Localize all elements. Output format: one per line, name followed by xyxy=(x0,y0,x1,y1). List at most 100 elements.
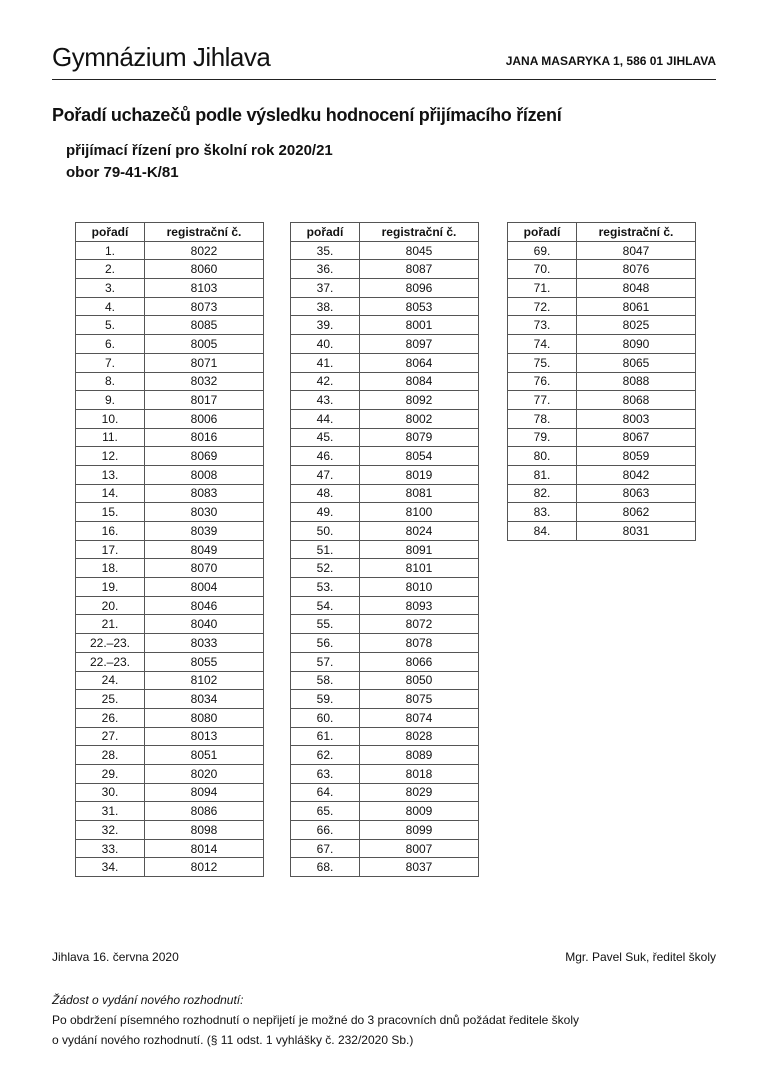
rank-cell: 35. xyxy=(290,240,360,261)
table-row: 22.–23. 8033 xyxy=(75,633,264,653)
table-row: 50. 8024 xyxy=(290,521,479,541)
registration-cell: 8025 xyxy=(576,315,696,336)
table-row: 27. 8013 xyxy=(75,726,264,747)
table-header: pořadí registrační č. xyxy=(75,222,264,242)
registration-cell: 8061 xyxy=(576,296,696,317)
table-row: 15. 8030 xyxy=(75,502,264,522)
registration-cell: 8054 xyxy=(359,446,479,466)
rank-cell: 48. xyxy=(290,483,360,504)
column-header: pořadí xyxy=(75,222,145,242)
registration-cell: 8094 xyxy=(144,782,264,803)
registration-cell: 8097 xyxy=(359,334,479,354)
table-row: 63. 8018 xyxy=(290,763,479,784)
subtitle: přijímací řízení pro školní rok 2020/21 o… xyxy=(66,140,333,184)
table-row: 82. 8063 xyxy=(507,483,696,504)
table-header: pořadí registrační č. xyxy=(507,222,696,242)
rank-cell: 58. xyxy=(290,670,360,691)
table-row: 35. 8045 xyxy=(290,240,479,261)
table-row: 79. 8067 xyxy=(507,427,696,448)
rank-cell: 10. xyxy=(75,408,145,429)
registration-cell: 8059 xyxy=(576,446,696,466)
registration-cell: 8005 xyxy=(144,334,264,354)
table-row: 54. 8093 xyxy=(290,595,479,616)
registration-cell: 8006 xyxy=(144,408,264,429)
rank-cell: 68. xyxy=(290,857,360,878)
registration-cell: 8030 xyxy=(144,502,264,522)
table-row: 6. 8005 xyxy=(75,334,264,354)
registration-cell: 8001 xyxy=(359,315,479,336)
signature: Mgr. Pavel Suk, ředitel školy xyxy=(565,950,716,964)
rank-cell: 62. xyxy=(290,745,360,765)
table-row: 12. 8069 xyxy=(75,446,264,466)
table-row: 2. 8060 xyxy=(75,259,264,280)
table-row: 38. 8053 xyxy=(290,296,479,317)
registration-cell: 8078 xyxy=(359,633,479,653)
registration-cell: 8091 xyxy=(359,539,479,560)
table-row: 39. 8001 xyxy=(290,315,479,336)
rank-cell: 65. xyxy=(290,801,360,821)
rank-cell: 60. xyxy=(290,707,360,728)
rank-cell: 29. xyxy=(75,763,145,784)
rank-cell: 56. xyxy=(290,633,360,653)
rank-cell: 44. xyxy=(290,408,360,429)
rank-cell: 53. xyxy=(290,577,360,597)
rank-cell: 51. xyxy=(290,539,360,560)
rank-cell: 74. xyxy=(507,334,577,354)
table-row: 78. 8003 xyxy=(507,408,696,429)
registration-cell: 8065 xyxy=(576,352,696,373)
registration-cell: 8085 xyxy=(144,315,264,336)
registration-cell: 8079 xyxy=(359,427,479,448)
registration-cell: 8031 xyxy=(576,521,696,541)
table-row: 64. 8029 xyxy=(290,782,479,803)
table-row: 48. 8081 xyxy=(290,483,479,504)
table-row: 61. 8028 xyxy=(290,726,479,747)
registration-cell: 8090 xyxy=(576,334,696,354)
table-row: 70. 8076 xyxy=(507,259,696,280)
registration-cell: 8063 xyxy=(576,483,696,504)
registration-cell: 8020 xyxy=(144,763,264,784)
table-row: 55. 8072 xyxy=(290,614,479,635)
registration-cell: 8010 xyxy=(359,577,479,597)
column-header: pořadí xyxy=(507,222,577,242)
registration-cell: 8093 xyxy=(359,595,479,616)
rank-cell: 1. xyxy=(75,240,145,261)
registration-cell: 8071 xyxy=(144,352,264,373)
rank-cell: 14. xyxy=(75,483,145,504)
note: Žádost o vydání nového rozhodnutí: Po obd… xyxy=(52,990,579,1050)
rank-cell: 11. xyxy=(75,427,145,448)
table-row: 10. 8006 xyxy=(75,408,264,429)
table-row: 20. 8046 xyxy=(75,595,264,616)
rank-cell: 75. xyxy=(507,352,577,373)
registration-cell: 8076 xyxy=(576,259,696,280)
registration-cell: 8012 xyxy=(144,857,264,878)
registration-cell: 8087 xyxy=(359,259,479,280)
table-row: 41. 8064 xyxy=(290,352,479,373)
table-row: 60. 8074 xyxy=(290,707,479,728)
registration-cell: 8081 xyxy=(359,483,479,504)
registration-cell: 8050 xyxy=(359,670,479,691)
rank-cell: 33. xyxy=(75,838,145,859)
rank-cell: 61. xyxy=(290,726,360,747)
registration-cell: 8068 xyxy=(576,390,696,410)
table-header: pořadí registrační č. xyxy=(290,222,479,242)
table-row: 84. 8031 xyxy=(507,521,696,541)
rank-cell: 24. xyxy=(75,670,145,691)
registration-cell: 8098 xyxy=(144,820,264,840)
school-name: Gymnázium Jihlava xyxy=(52,42,271,72)
table-row: 72. 8061 xyxy=(507,296,696,317)
table-row: 34. 8012 xyxy=(75,857,264,878)
table-row: 56. 8078 xyxy=(290,633,479,653)
registration-cell: 8047 xyxy=(576,240,696,261)
subtitle-field: obor 79-41-K/81 xyxy=(66,164,179,181)
table-row: 53. 8010 xyxy=(290,577,479,597)
registration-cell: 8103 xyxy=(144,278,264,298)
registration-cell: 8045 xyxy=(359,240,479,261)
column-header: registrační č. xyxy=(576,222,696,242)
registration-cell: 8003 xyxy=(576,408,696,429)
registration-cell: 8101 xyxy=(359,558,479,579)
rank-cell: 8. xyxy=(75,371,145,392)
column-header: registrační č. xyxy=(144,222,264,242)
rank-cell: 49. xyxy=(290,502,360,522)
table-row: 13. 8008 xyxy=(75,464,264,485)
rank-cell: 55. xyxy=(290,614,360,635)
